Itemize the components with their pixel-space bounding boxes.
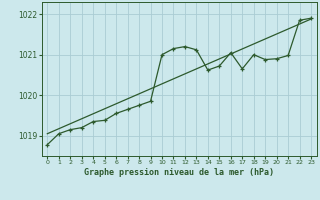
X-axis label: Graphe pression niveau de la mer (hPa): Graphe pression niveau de la mer (hPa) [84,168,274,177]
